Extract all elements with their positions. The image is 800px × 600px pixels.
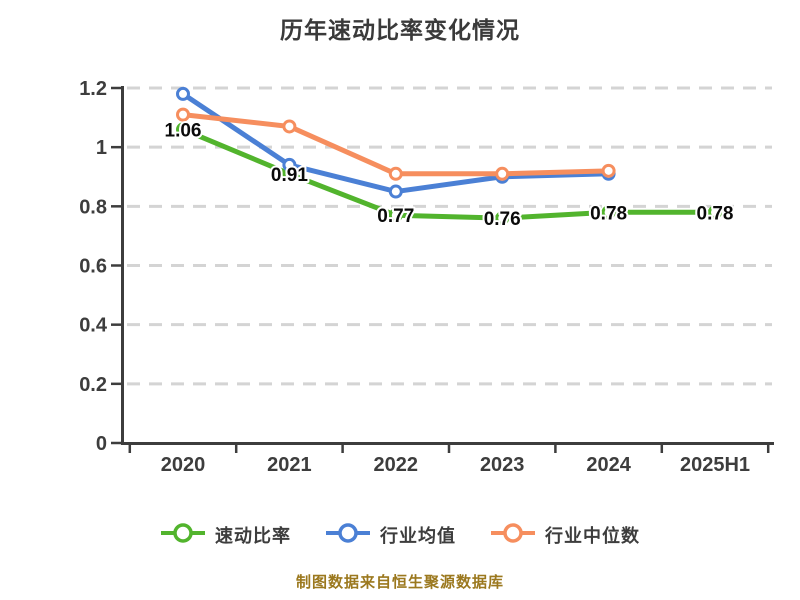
data-point-marker [708, 205, 722, 220]
legend-item-quick-ratio: 速动比率 [160, 522, 291, 549]
data-point-marker [388, 184, 403, 199]
y-axis-label: 0.6 [79, 256, 107, 278]
data-point-label: 0.78 [697, 203, 734, 224]
line-marker-icon [490, 522, 536, 549]
x-axis-label: 2023 [480, 454, 525, 476]
x-axis-label: 2022 [374, 454, 419, 476]
line-chart-plot-area: 0 0.2 0.4 0.6 0.8 1 1.2 2020 2021 2022 2023 2024 202… [79, 78, 774, 476]
data-point-label: 0.91 [271, 165, 308, 186]
legend-item-label: 行业均值 [380, 526, 456, 546]
data-source-note: 制图数据来自恒生聚源数据库 [295, 574, 504, 591]
data-point-marker [495, 211, 510, 226]
data-point-marker [388, 166, 403, 181]
line-marker-icon [325, 522, 371, 549]
y-axis-label: 0.2 [79, 374, 107, 396]
y-axis-label: 1 [96, 137, 107, 159]
x-axis-label: 2025H1 [680, 454, 750, 476]
data-point-label: 0.78 [590, 203, 627, 224]
y-axis-label: 1.2 [79, 78, 107, 100]
series-line-0 [180, 126, 718, 221]
legend-item-industry-average: 行业均值 [325, 522, 456, 549]
data-point-label: 1.06 [165, 120, 202, 141]
data-point-marker [388, 208, 403, 223]
data-point-marker [176, 107, 190, 122]
legend-item-label: 行业中位数 [545, 526, 640, 546]
line-marker-icon [160, 522, 206, 549]
data-point-marker [601, 163, 616, 178]
data-point-label: 0.76 [484, 209, 521, 230]
chart-legend: 速动比率 行业均值 行业中位数 [0, 516, 800, 554]
data-point-marker [601, 205, 616, 220]
data-point-marker [495, 166, 510, 181]
y-axis-label: 0.8 [79, 196, 107, 218]
y-axis-label: 0 [96, 433, 107, 455]
y-axis-label: 0.4 [79, 315, 108, 337]
series-line-2 [180, 112, 612, 177]
data-point-marker [176, 122, 190, 137]
data-point-label: 0.77 [377, 206, 414, 227]
legend-item-label: 速动比率 [215, 526, 291, 546]
chart-title: 历年速动比率变化情况 [280, 17, 520, 43]
x-axis-label: 2020 [161, 454, 206, 476]
data-point-marker [176, 86, 190, 101]
x-axis-label: 2021 [267, 454, 312, 476]
x-axis-label: 2024 [586, 454, 631, 476]
data-point-marker [282, 157, 297, 172]
legend-item-industry-median: 行业中位数 [490, 522, 640, 549]
data-point-marker [282, 119, 297, 134]
